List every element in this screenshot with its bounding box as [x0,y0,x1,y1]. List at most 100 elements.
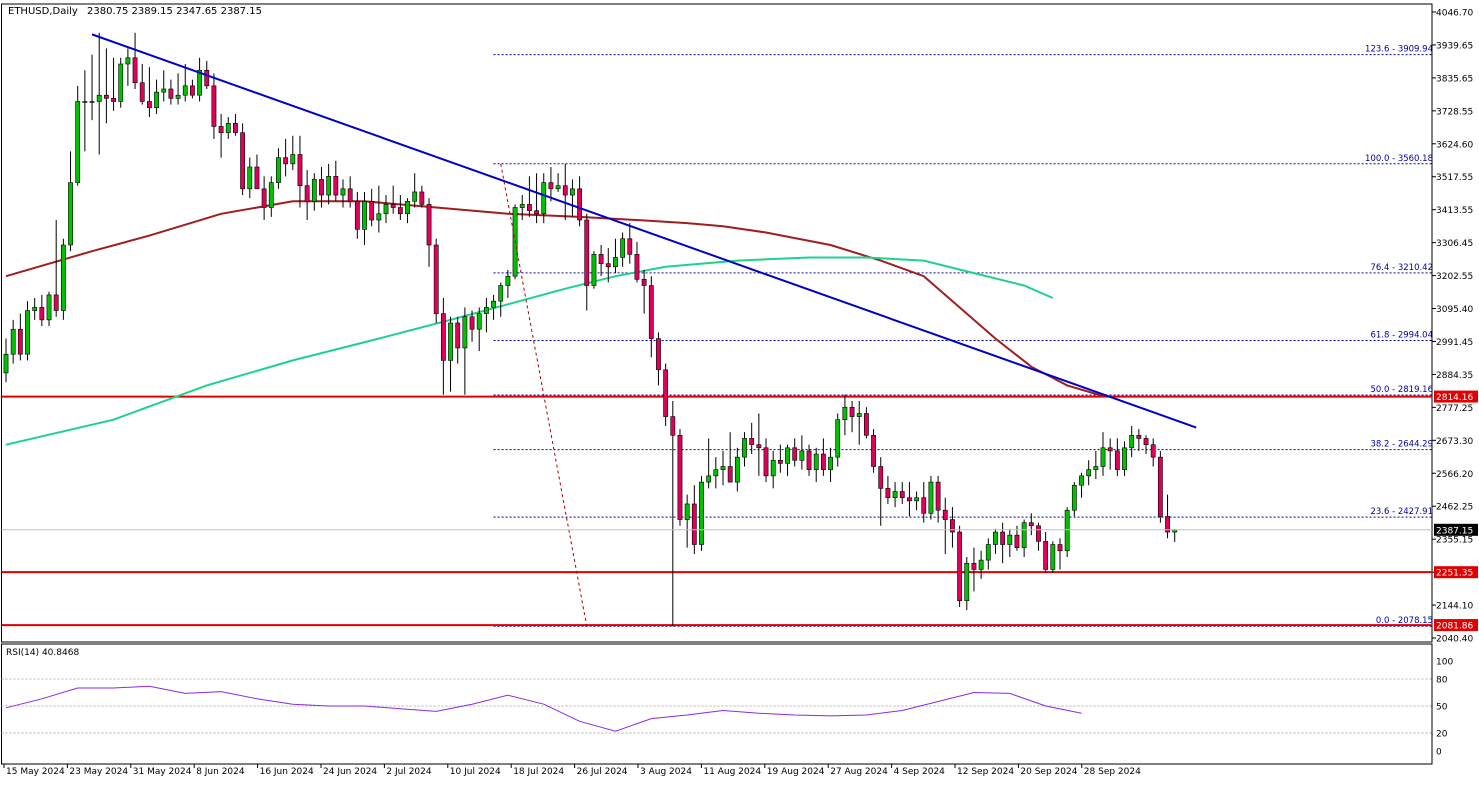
bullish-candle [1071,482,1077,517]
candle-body [835,419,841,458]
candle-body [964,562,970,601]
candle-body [527,204,532,211]
bearish-candle [139,64,145,105]
candle-body [1064,509,1070,552]
candle-body [476,313,482,330]
bearish-trendline [91,33,1197,429]
candle-body [491,300,496,308]
candle-body [390,204,396,208]
bullish-candle [541,173,547,224]
bullish-candle [75,85,81,186]
candle-body [60,244,66,311]
candle-body [899,491,905,499]
level-price-tag-label: 2081.86 [1436,622,1473,632]
candle-body [204,69,210,87]
time-tick-label: 8 Jun 2024 [196,767,245,777]
rsi-indicator: 100 80 50 20 0 [1,658,1453,758]
bullish-candle [928,475,934,520]
candle-body [82,101,88,103]
bearish-candle [347,176,353,208]
candle-body [562,185,568,196]
trendlines[interactable] [1,33,1433,627]
moving-average-fast-line [5,200,1104,397]
bullish-candle [383,195,389,224]
bullish-candle [1100,432,1106,476]
price-tick-label: 3095.40 [1436,305,1473,315]
bullish-candle [405,198,410,224]
bearish-candle [397,195,403,221]
bullish-candle [1007,528,1013,558]
bullish-candle [713,457,719,489]
candle-body [405,201,410,215]
candlesticks [3,32,1178,627]
candle-body [720,466,726,470]
bullish-candle [82,70,88,152]
time-tick-label: 23 May 2024 [69,767,128,777]
bearish-candle [957,525,963,607]
candle-body [469,316,475,330]
candle-body [304,185,310,202]
time-tick-label: 11 Aug 2024 [703,767,761,777]
bearish-candle [627,223,633,264]
time-tick-label: 15 May 2024 [6,767,65,777]
bullish-candle [362,191,367,245]
fibonacci-retracement[interactable]: 123.6 - 3909.94 100.0 - 3560.18 76.4 - 321… [493,45,1433,627]
candle-body [885,488,891,499]
bullish-candle [742,432,747,467]
price-tick-label: 2884.35 [1436,371,1473,381]
candle-body [233,122,238,133]
bearish-candle [233,113,238,136]
bearish-candle [419,185,425,208]
candle-body [32,307,38,311]
candle-body [842,406,848,421]
time-tick-label: 12 Sep 2024 [957,767,1014,777]
candle-body [763,447,769,477]
candle-body [584,219,590,286]
candle-body [46,294,52,321]
candle-body [591,254,597,286]
candle-body [663,369,669,417]
bullish-candle [799,435,805,470]
candle-body [333,176,339,196]
price-tick-label: 3306.45 [1436,239,1473,249]
candle-body [1014,534,1020,548]
fibonacci-level-label: 50.0 - 2819.16 [1370,385,1433,395]
bullish-candle [1079,472,1084,498]
candle-body [1021,522,1027,548]
horizontal-levels[interactable] [1,395,1433,627]
bullish-candle [10,319,16,364]
candle-body [634,254,640,280]
level-price-tag [1434,566,1478,579]
bullish-candle [978,550,984,579]
candle-body [534,210,539,215]
bullish-candle [770,450,776,489]
price-tags: 2814.16 2251.35 2081.86 2387.15 [1434,390,1478,632]
candle-body [290,154,296,165]
bullish-candle [268,176,274,217]
candle-body [311,179,317,202]
bullish-candle [197,57,202,102]
price-tick-label: 2991.45 [1436,338,1473,348]
bearish-candle [354,191,360,239]
time-tick-label: 31 May 2024 [133,767,192,777]
bullish-candle [1129,425,1135,458]
candle-body [505,275,511,286]
bearish-candle [849,400,855,433]
candle-body [89,101,95,103]
candle-body [240,132,246,190]
price-tick-label: 2462.25 [1436,503,1473,513]
bullish-candle [856,400,862,445]
candle-body [828,456,833,470]
bullish-candle [964,557,970,611]
candle-body [921,497,927,514]
bearish-candle [763,438,769,483]
candle-body [1028,522,1034,527]
bullish-candle [340,179,346,208]
bearish-candle [190,79,195,99]
bearish-candle [899,482,905,504]
bearish-candle [598,244,604,277]
bearish-candle [577,176,582,227]
candle-body [957,531,963,601]
candle-body [1086,469,1092,477]
